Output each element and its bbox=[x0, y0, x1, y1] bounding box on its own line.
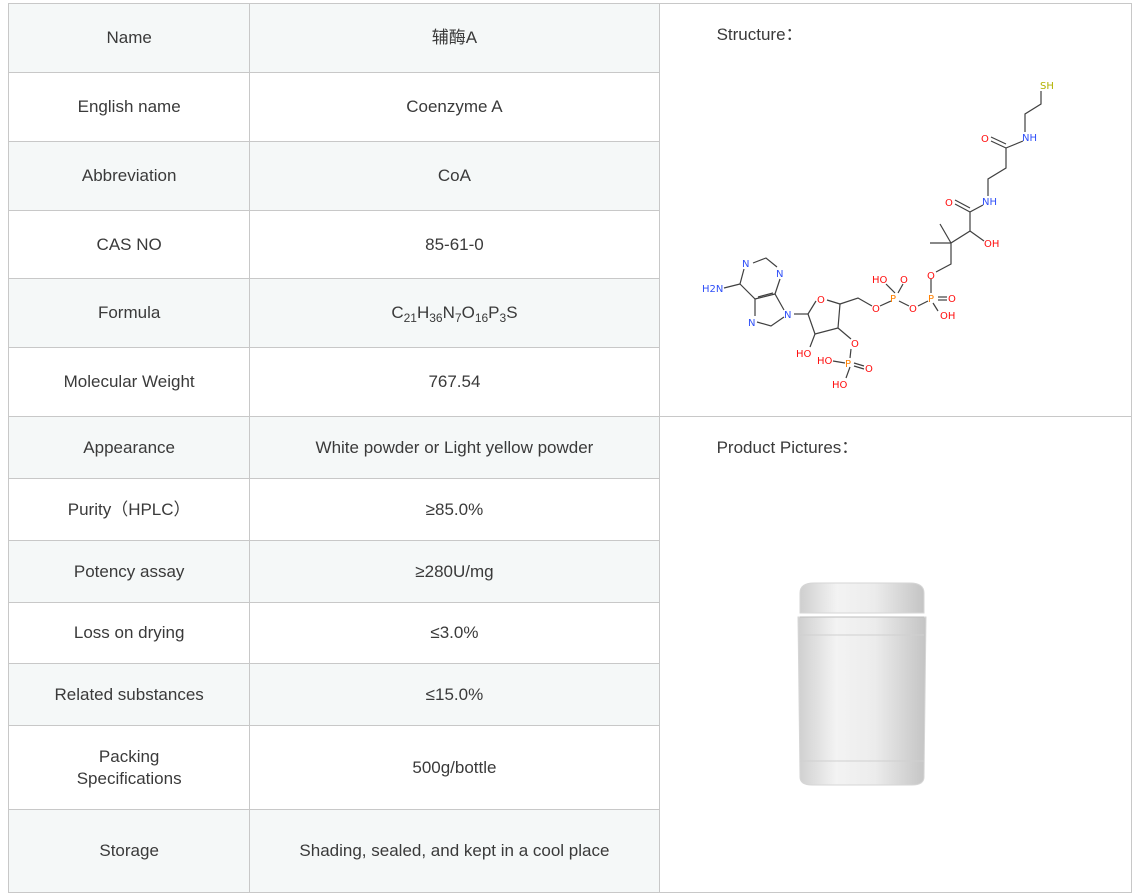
row-label: Name bbox=[7, 3, 251, 73]
table-row: Abbreviation CoA bbox=[7, 141, 1132, 211]
row-label: Related substances bbox=[7, 663, 251, 726]
row-label: Storage bbox=[7, 809, 251, 893]
atom-label: O bbox=[900, 275, 908, 286]
row-label: English name bbox=[7, 72, 251, 142]
table-row: Name 辅酶A Structure： bbox=[7, 3, 1133, 417]
row-value: CoA bbox=[249, 141, 660, 211]
atom-label: HO bbox=[817, 356, 833, 367]
formula-subscript: 16 bbox=[474, 311, 489, 325]
atom-label: N bbox=[776, 269, 783, 280]
product-spec-table: Name 辅酶A Structure： bbox=[7, 3, 1133, 893]
row-label: Appearance bbox=[7, 416, 251, 479]
atom-label: NH bbox=[982, 197, 997, 208]
table-row: Molecular Weight 767.54 bbox=[7, 347, 1132, 417]
row-value: 85-61-0 bbox=[249, 210, 660, 279]
atom-label: O bbox=[981, 134, 989, 145]
table-row: Storage Shading, sealed, and kept in a c… bbox=[7, 809, 1132, 893]
atom-label: N bbox=[784, 310, 791, 321]
row-value: ≥280U/mg bbox=[249, 540, 660, 603]
atom-label: HO bbox=[796, 349, 812, 360]
row-label: Potency assay bbox=[7, 540, 251, 603]
atom-label: HO bbox=[832, 380, 848, 391]
table-row: Formula C21H36N7O16P3S bbox=[7, 278, 1132, 348]
row-value: 767.54 bbox=[249, 347, 660, 417]
atom-label: O bbox=[945, 198, 953, 209]
table-row: English name Coenzyme A bbox=[7, 72, 1132, 142]
product-pictures-title: Product Pictures： bbox=[716, 438, 859, 457]
formula-subscript: 21 bbox=[403, 311, 417, 325]
atom-label: O bbox=[851, 339, 859, 350]
structure-diagram: SH NH O NH O OH O P O OH O P HO O O O HO bbox=[702, 81, 1054, 391]
atom-label: O bbox=[872, 304, 880, 315]
row-value: 500g/bottle bbox=[249, 725, 660, 810]
row-label: Packing Specifications bbox=[7, 725, 251, 810]
formula-subscript: 3 bbox=[499, 311, 507, 325]
row-value: ≤3.0% bbox=[249, 602, 660, 664]
bonds bbox=[723, 91, 1042, 379]
structure-title: Structure： bbox=[716, 25, 803, 44]
atom-labels: SH NH O NH O OH O P O OH O P HO O O O HO bbox=[702, 81, 1054, 391]
atom-label: P bbox=[890, 294, 896, 305]
row-label: Purity（HPLC） bbox=[7, 478, 251, 541]
row-label: Loss on drying bbox=[7, 602, 251, 664]
atom-label: H2N bbox=[702, 284, 723, 295]
atom-label: OH bbox=[940, 311, 955, 322]
table-row: Loss on drying ≤3.0% bbox=[7, 602, 1132, 664]
table-row: Potency assay ≥280U/mg bbox=[7, 540, 1132, 603]
table-row: CAS NO 85-61-0 bbox=[7, 210, 1132, 279]
atom-label: O bbox=[948, 294, 956, 305]
atom-label: O bbox=[865, 364, 873, 375]
row-value: ≥85.0% bbox=[249, 478, 660, 541]
row-label: Abbreviation bbox=[7, 141, 251, 211]
table-row: Packing Specifications 500g/bottle bbox=[7, 725, 1132, 810]
atom-label: N bbox=[748, 318, 755, 329]
row-label: Molecular Weight bbox=[7, 347, 251, 417]
row-value: 辅酶A bbox=[249, 3, 660, 73]
atom-label: O bbox=[817, 295, 825, 306]
atom-label: O bbox=[909, 304, 917, 315]
formula-subscript: 36 bbox=[429, 311, 443, 325]
atom-label: P bbox=[845, 359, 851, 370]
table-row: Related substances ≤15.0% bbox=[7, 663, 1132, 726]
atom-label: NH bbox=[1022, 133, 1037, 144]
atom-label: OH bbox=[984, 239, 999, 250]
row-value: Coenzyme A bbox=[249, 72, 660, 142]
row-label: CAS NO bbox=[7, 210, 251, 279]
structure-cell: Structure： bbox=[658, 3, 1133, 417]
row-value: ≤15.0% bbox=[249, 663, 660, 726]
formula-value: C21H36N7O16P3S bbox=[249, 278, 660, 348]
atom-label: N bbox=[742, 259, 749, 270]
atom-label: P bbox=[928, 294, 934, 305]
atom-label: SH bbox=[1040, 81, 1054, 92]
row-value: Shading, sealed, and kept in a cool plac… bbox=[249, 809, 660, 893]
formula-subscript: 7 bbox=[454, 311, 462, 325]
atom-label: HO bbox=[872, 275, 888, 286]
atom-label: O bbox=[927, 271, 935, 282]
product-pictures-cell: Product Pictures： bbox=[658, 416, 1133, 893]
row-label: Formula bbox=[7, 278, 251, 348]
row-value: White powder or Light yellow powder bbox=[249, 416, 660, 479]
table-row: Appearance White powder or Light yellow … bbox=[7, 416, 1133, 893]
product-bottle-image bbox=[797, 582, 927, 786]
